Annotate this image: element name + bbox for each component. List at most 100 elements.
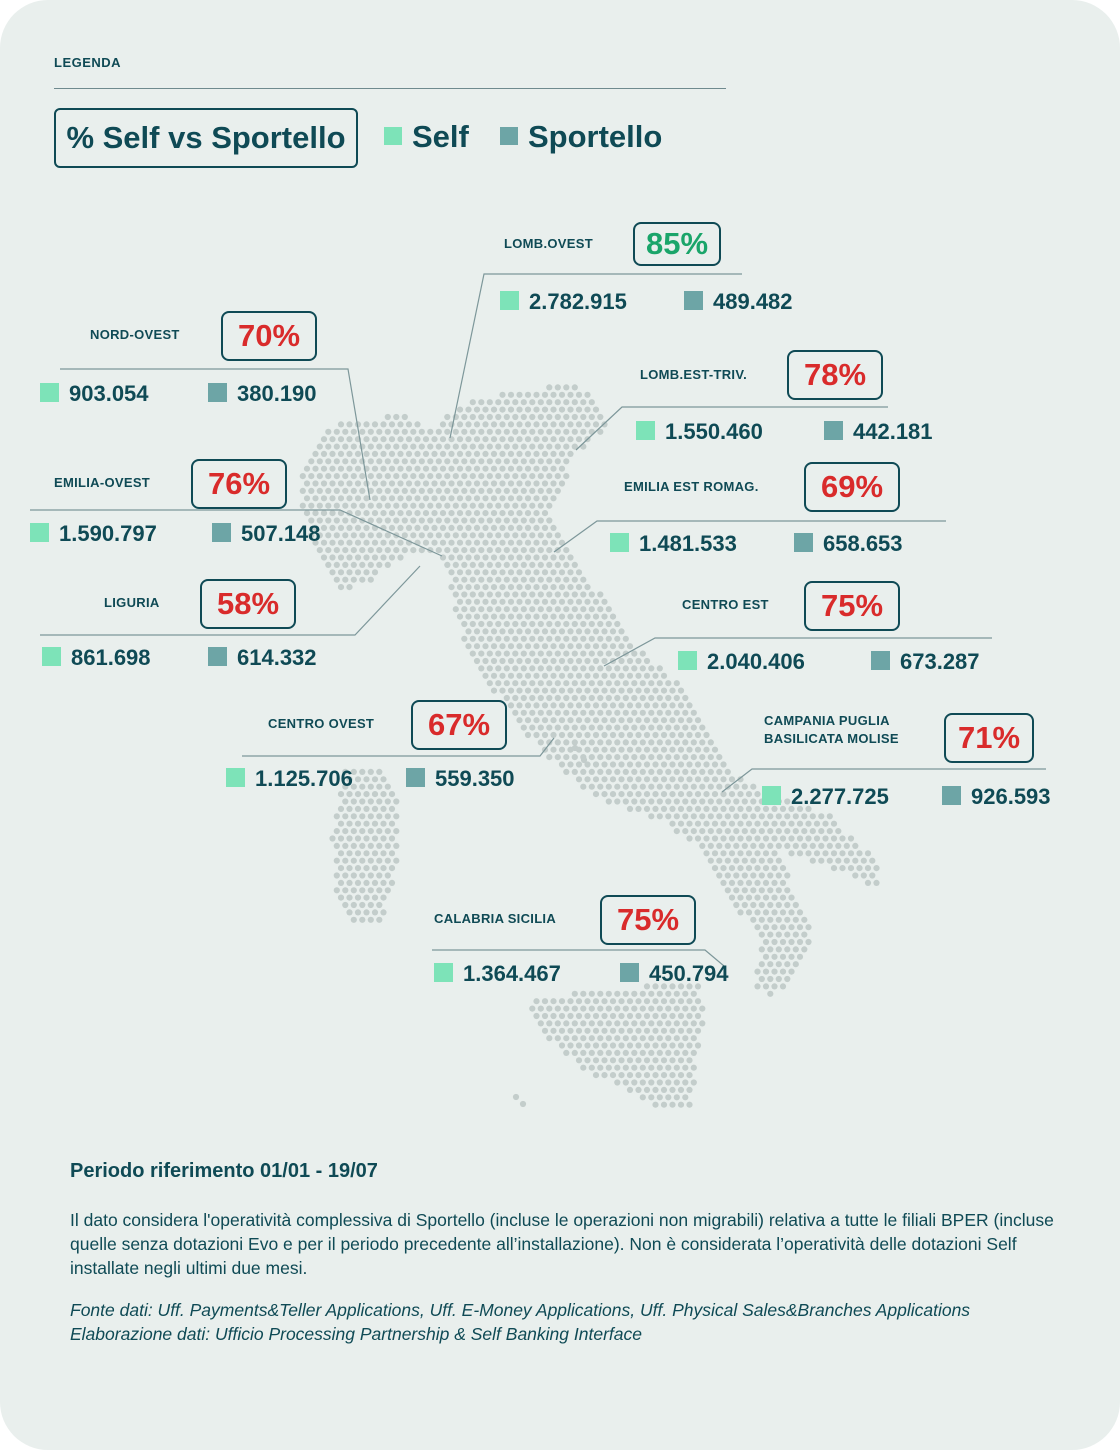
sportello-swatch-icon	[824, 420, 843, 440]
sportello-value-text: 442.181	[853, 419, 933, 444]
region-sportello-value: 507.148	[212, 522, 321, 546]
leader-line	[449, 273, 742, 439]
region-percentage: 78%	[787, 350, 883, 400]
sportello-swatch-icon	[406, 767, 425, 787]
region-name: CENTRO EST	[682, 597, 769, 612]
sportello-value-text: 614.332	[237, 645, 317, 670]
leader-line	[40, 565, 421, 636]
region-percentage: 85%	[633, 222, 721, 266]
region-sportello-value: 673.287	[871, 650, 980, 674]
region-name: LOMB.EST-TRIV.	[640, 367, 748, 382]
source-line-1: Fonte dati: Uff. Payments&Teller Applica…	[70, 1300, 971, 1320]
region-self-value: 2.277.725	[762, 785, 889, 809]
source-line-2: Elaborazione dati: Ufficio Processing Pa…	[70, 1324, 642, 1344]
sportello-value-text: 507.148	[241, 521, 321, 546]
region-sportello-value: 442.181	[824, 420, 933, 444]
self-value-text: 2.782.915	[529, 289, 627, 314]
leader-line	[30, 509, 443, 557]
region-self-value: 1.125.706	[226, 767, 353, 791]
legend-divider	[54, 88, 726, 89]
self-value-text: 1.125.706	[255, 766, 353, 791]
leader-line	[553, 520, 946, 553]
sportello-value-text: 673.287	[900, 649, 980, 674]
region-percentage: 76%	[191, 459, 287, 509]
region-percentage: 58%	[200, 579, 296, 629]
region-self-value: 861.698	[42, 646, 151, 670]
sportello-swatch-icon	[208, 382, 227, 402]
self-value-text: 1.590.797	[59, 521, 157, 546]
self-swatch-icon	[500, 290, 519, 310]
leader-line	[242, 737, 555, 757]
legend-sportello: Sportello	[500, 119, 663, 154]
region-sportello-value: 926.593	[942, 785, 1051, 809]
self-value-text: 861.698	[71, 645, 151, 670]
sportello-swatch-icon	[212, 522, 231, 542]
region-sportello-value: 559.350	[406, 767, 515, 791]
region-name: EMILIA-OVEST	[54, 475, 151, 490]
self-swatch-icon	[678, 650, 697, 670]
region-name-line1: CAMPANIA PUGLIA	[764, 713, 890, 728]
self-swatch-icon	[434, 962, 453, 982]
region-percentage: 71%	[944, 713, 1034, 763]
region-percentage: 70%	[221, 311, 317, 361]
region-percentage: 69%	[804, 462, 900, 512]
map-dots	[299, 384, 880, 1108]
region-name: CENTRO OVEST	[268, 716, 375, 731]
legend-metric-box: % Self vs Sportello	[54, 108, 358, 168]
region-sportello-value: 489.482	[684, 290, 793, 314]
self-swatch-icon	[42, 646, 61, 666]
region-name: NORD-OVEST	[90, 327, 180, 342]
self-swatch-icon	[636, 420, 655, 440]
data-sources: Fonte dati: Uff. Payments&Teller Applica…	[70, 1298, 1060, 1346]
region-name: LOMB.OVEST	[504, 236, 593, 251]
sportello-value-text: 559.350	[435, 766, 515, 791]
legend-title: LEGENDA	[54, 55, 122, 70]
region-self-value: 1.481.533	[610, 532, 737, 556]
leader-line	[575, 406, 888, 451]
sportello-swatch-icon	[620, 962, 639, 982]
region-sportello-value: 380.190	[208, 382, 317, 406]
self-swatch-icon	[40, 382, 59, 402]
region-name: LIGURIA	[104, 595, 160, 610]
sportello-swatch-icon	[942, 785, 961, 805]
region-name-line2: BASILICATA MOLISE	[764, 731, 899, 746]
region-sportello-value: 450.794	[620, 962, 729, 986]
methodology-note: Il dato considera l'operatività compless…	[70, 1210, 1054, 1278]
self-value-text: 1.364.467	[463, 961, 561, 986]
region-self-value: 1.364.467	[434, 962, 561, 986]
reference-period: Periodo riferimento 01/01 - 19/07	[70, 1160, 378, 1182]
region-percentage: 67%	[411, 700, 507, 750]
region-self-value: 1.550.460	[636, 420, 763, 444]
self-value-text: 2.277.725	[791, 784, 889, 809]
region-sportello-value: 614.332	[208, 646, 317, 670]
region-self-value: 2.040.406	[678, 650, 805, 674]
region-name: EMILIA EST ROMAG.	[624, 479, 759, 494]
sportello-value-text: 450.794	[649, 961, 729, 986]
sportello-swatch-icon	[500, 126, 518, 145]
self-swatch-icon	[30, 522, 49, 542]
self-value-text: 2.040.406	[707, 649, 805, 674]
self-value-text: 1.550.460	[665, 419, 763, 444]
self-swatch-icon	[610, 532, 629, 552]
sportello-swatch-icon	[871, 650, 890, 670]
region-self-value: 903.054	[40, 382, 149, 406]
legend-sportello-label: Sportello	[528, 119, 663, 154]
region-percentage: 75%	[600, 895, 696, 945]
legend-self: Self	[384, 121, 469, 152]
leader-line	[603, 637, 992, 667]
sportello-value-text: 380.190	[237, 381, 317, 406]
sportello-swatch-icon	[208, 646, 227, 666]
region-percentage: 75%	[804, 581, 900, 631]
region-sportello-value: 658.653	[794, 532, 903, 556]
sportello-swatch-icon	[794, 532, 813, 552]
sportello-value-text: 926.593	[971, 784, 1051, 809]
region-self-value: 1.590.797	[30, 522, 157, 546]
self-swatch-icon	[384, 126, 402, 145]
self-swatch-icon	[226, 767, 245, 787]
region-self-value: 2.782.915	[500, 290, 627, 314]
self-value-text: 1.481.533	[639, 531, 737, 556]
self-value-text: 903.054	[69, 381, 149, 406]
region-name: CALABRIA SICILIA	[434, 911, 557, 926]
